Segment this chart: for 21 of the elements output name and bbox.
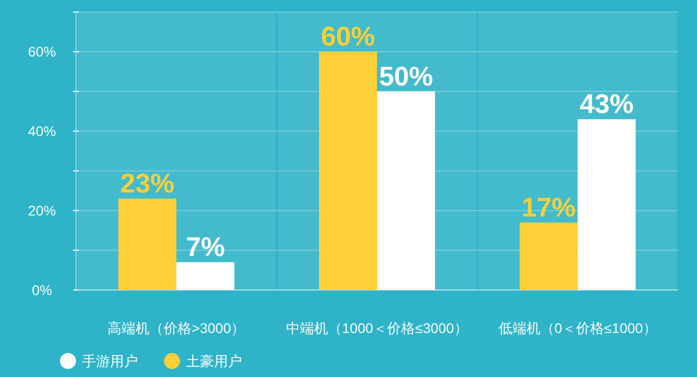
- x-tick-label: 高端机（价格>3000）: [108, 320, 245, 336]
- y-tick-label: 0%: [32, 282, 52, 298]
- data-label: 50%: [378, 61, 434, 92]
- bar: [319, 52, 377, 290]
- bar: [520, 222, 578, 290]
- bar: [176, 262, 234, 290]
- data-label: 43%: [580, 89, 634, 120]
- legend-label: 土豪用户: [186, 353, 242, 369]
- data-label: 17%: [522, 192, 576, 222]
- bar: [118, 198, 176, 290]
- y-tick-label: 40%: [28, 123, 56, 140]
- x-tick-label: 中端机（1000＜价格≤3000）: [286, 320, 468, 336]
- y-tick-label: 60%: [28, 44, 56, 60]
- legend-label: 手游用户: [82, 353, 138, 369]
- data-label: 7%: [186, 232, 225, 262]
- data-label: 60%: [320, 22, 376, 52]
- data-label: 23%: [120, 168, 174, 199]
- y-tick-label: 20%: [28, 202, 56, 219]
- bar: [377, 91, 435, 290]
- bar: [578, 119, 636, 290]
- x-tick-label: 低端机（0＜价格≤1000）: [498, 320, 657, 336]
